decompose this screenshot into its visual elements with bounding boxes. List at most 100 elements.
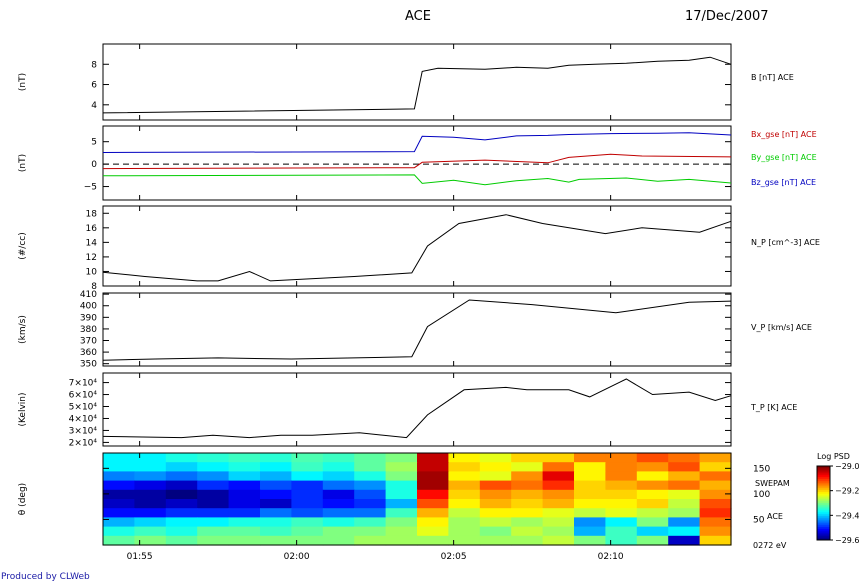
heatmap-cell bbox=[322, 517, 355, 528]
panels: 4 6 8 (nT) B [nT] ACE −5 0 5 (nT) Bx_gse [nT] ACE… bbox=[18, 43, 860, 562]
y-axis-label: (#/cc) bbox=[18, 232, 28, 260]
y-axis-label: (km/s) bbox=[18, 315, 28, 344]
series-label: T_P [K] ACE bbox=[750, 403, 797, 412]
heatmap-cell bbox=[448, 499, 481, 509]
colorbar-step bbox=[817, 471, 830, 474]
heatmap-cell bbox=[699, 508, 732, 518]
series-label: N_P [cm^-3] ACE bbox=[751, 238, 820, 247]
colorbar-step bbox=[817, 538, 830, 541]
y-tick-label: 8 bbox=[91, 282, 97, 292]
colorbar-step bbox=[817, 484, 830, 487]
colorbar-step bbox=[817, 475, 830, 478]
heatmap-cell bbox=[542, 508, 575, 518]
colorbar-step bbox=[817, 467, 830, 471]
heatmap-cell bbox=[228, 517, 261, 528]
heatmap-cell bbox=[605, 462, 638, 472]
heatmap-cell bbox=[574, 471, 606, 482]
heatmap-cell bbox=[228, 489, 261, 500]
y-tick-label: 100 bbox=[753, 490, 770, 500]
heatmap-cell bbox=[322, 462, 355, 472]
heatmap-cell bbox=[291, 499, 324, 509]
y-tick-label: 4×10⁴ bbox=[69, 414, 98, 424]
heatmap-cell bbox=[636, 535, 669, 546]
colorbar-step bbox=[817, 501, 830, 504]
y-tick-label: 6×10⁴ bbox=[69, 391, 98, 401]
heatmap-cell bbox=[354, 489, 387, 500]
heatmap-cell bbox=[165, 508, 198, 518]
heatmap-cell bbox=[605, 489, 638, 500]
heatmap-cell bbox=[574, 453, 606, 463]
heatmap-cell bbox=[479, 489, 512, 500]
heatmap-cell bbox=[228, 471, 261, 482]
heatmap-cell bbox=[699, 480, 732, 491]
heatmap-cell bbox=[574, 517, 606, 528]
heatmap-cell bbox=[165, 480, 198, 491]
heatmap-cell bbox=[165, 499, 198, 509]
y-tick-label: 12 bbox=[86, 253, 97, 263]
y-tick-label: 16 bbox=[86, 224, 98, 234]
heatmap-cell bbox=[479, 480, 512, 491]
heatmap-cell bbox=[511, 499, 544, 509]
heatmap-cell bbox=[636, 462, 669, 472]
heatmap-cell bbox=[103, 517, 135, 528]
heatmap-cell bbox=[291, 471, 324, 482]
heatmap-cell bbox=[134, 489, 167, 500]
heatmap-cell bbox=[417, 499, 449, 509]
heatmap-cell bbox=[668, 489, 701, 500]
heatmap-cell bbox=[322, 508, 355, 518]
y-tick-label: −5 bbox=[84, 183, 97, 193]
heatmap-cell bbox=[197, 508, 230, 518]
heatmap-cell bbox=[354, 471, 387, 482]
heatmap-cell bbox=[385, 489, 418, 500]
heatmap-cell bbox=[636, 499, 669, 509]
heatmap-cell bbox=[479, 526, 512, 537]
heatmap-cell bbox=[479, 499, 512, 509]
heatmap-cell bbox=[448, 489, 481, 500]
heatmap-cell bbox=[605, 480, 638, 491]
heatmap-cell bbox=[574, 535, 606, 546]
colorbar-tick-label: −29.4 bbox=[835, 511, 860, 520]
heatmap-cell bbox=[165, 535, 198, 546]
heatmap-cell bbox=[260, 489, 292, 500]
colorbar-title: Log PSD bbox=[817, 452, 850, 461]
heatmap-cell bbox=[636, 526, 669, 537]
heatmap-cell bbox=[542, 462, 575, 472]
panel-frame bbox=[102, 452, 732, 546]
heatmap-cell bbox=[103, 462, 135, 472]
heatmap-cell bbox=[322, 499, 355, 509]
colorbar-step bbox=[817, 497, 830, 500]
heatmap-cell bbox=[699, 499, 732, 509]
heatmap-cell bbox=[636, 471, 669, 482]
series-line bbox=[102, 299, 732, 361]
heatmap-cell bbox=[668, 526, 701, 537]
x-tick-label: 02:05 bbox=[441, 552, 467, 562]
colorbar-step bbox=[817, 527, 830, 530]
heatmap-cell bbox=[322, 489, 355, 500]
heatmap-cell bbox=[322, 453, 355, 463]
heatmap-cell bbox=[511, 508, 544, 518]
footer-credit: Produced by CLWeb bbox=[1, 572, 90, 582]
heatmap-cell bbox=[260, 462, 292, 472]
heatmap-cell bbox=[322, 526, 355, 537]
heatmap-cell bbox=[605, 453, 638, 463]
y-tick-label: 410 bbox=[80, 290, 97, 300]
series-line bbox=[102, 153, 732, 170]
heatmap-cell bbox=[636, 489, 669, 500]
colorbar-step bbox=[817, 525, 830, 528]
heatmap-cell bbox=[636, 480, 669, 491]
heatmap-cell bbox=[511, 453, 544, 463]
heatmap-cell bbox=[605, 517, 638, 528]
heatmap-cell bbox=[165, 453, 198, 463]
panel-frame bbox=[102, 125, 732, 201]
heatmap-cell bbox=[228, 508, 261, 518]
heatmap-cell bbox=[574, 508, 606, 518]
heatmap-cell bbox=[699, 453, 732, 463]
heatmap-cell bbox=[322, 471, 355, 482]
heatmap-cell bbox=[228, 480, 261, 491]
heatmap-cell bbox=[385, 471, 418, 482]
heatmap-cell bbox=[134, 535, 167, 546]
colorbar-step bbox=[817, 493, 830, 497]
series-label: V_P [km/s] ACE bbox=[751, 323, 812, 332]
heatmap-cell bbox=[165, 517, 198, 528]
instrument-label: SWEPAM bbox=[755, 479, 790, 488]
